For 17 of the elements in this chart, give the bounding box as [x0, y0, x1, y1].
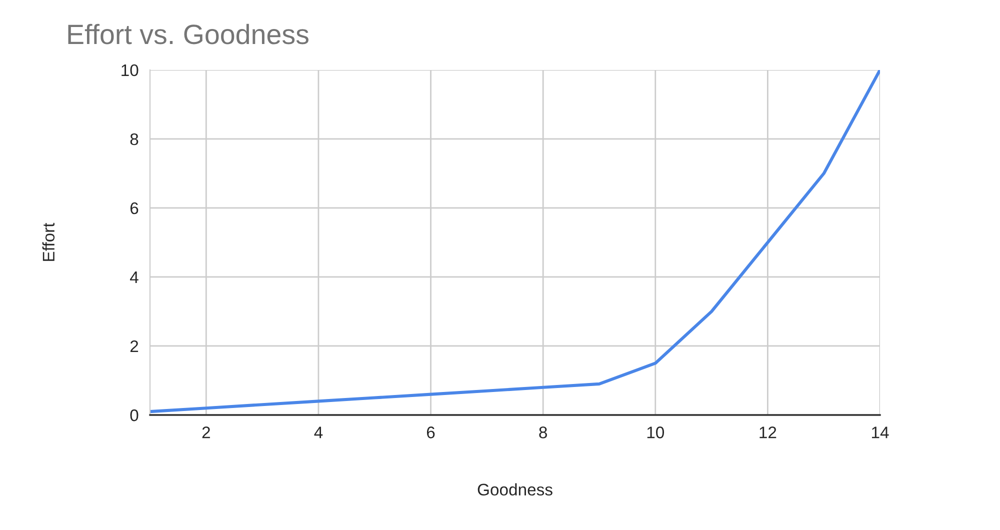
y-tick-label: 8: [130, 133, 138, 146]
y-tick-label: 2: [130, 340, 138, 352]
y-axis-title: Effort: [42, 222, 55, 261]
y-tick-label: 6: [130, 202, 138, 214]
line-series: [150, 70, 880, 414]
y-tick-label: 0: [130, 409, 138, 422]
x-tick-label: 8: [539, 426, 547, 438]
chart-title: Effort vs. Goodness: [68, 24, 308, 44]
x-tick-label: 4: [314, 426, 323, 438]
x-tick-label: 10: [647, 426, 664, 438]
x-axis-title: Goodness: [478, 483, 552, 496]
y-tick-label: 10: [122, 64, 138, 76]
x-tick-label: 14: [872, 426, 889, 438]
x-tick-label: 2: [202, 426, 210, 438]
y-tick-label: 4: [130, 272, 138, 284]
x-tick-label: 12: [760, 426, 776, 438]
x-tick-label: 6: [426, 426, 435, 438]
